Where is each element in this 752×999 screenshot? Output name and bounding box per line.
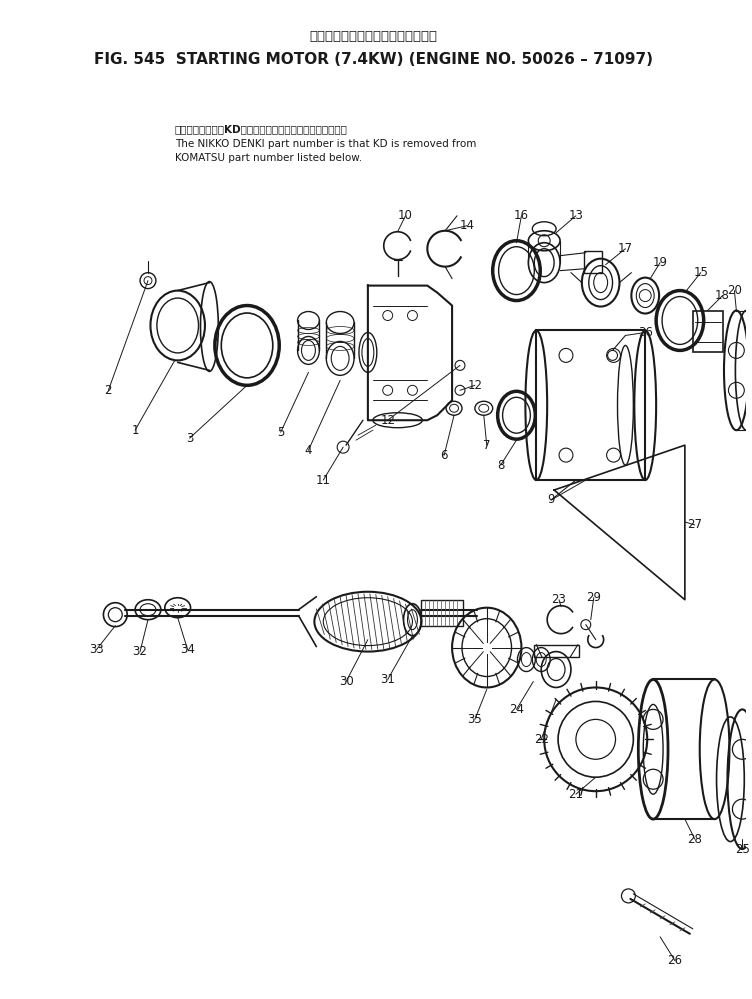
Text: 品番のメーカ記号KDを除いたものが日興電機の品番です。: 品番のメーカ記号KDを除いたものが日興電機の品番です。: [174, 124, 347, 134]
Text: 14: 14: [459, 219, 475, 232]
Text: 24: 24: [509, 703, 524, 716]
Text: 27: 27: [687, 518, 702, 531]
Text: 16: 16: [514, 210, 529, 223]
Circle shape: [607, 349, 620, 363]
Text: 6: 6: [441, 449, 448, 462]
Text: 20: 20: [727, 284, 741, 297]
Text: 21: 21: [569, 787, 584, 800]
Text: 12: 12: [467, 379, 482, 392]
Circle shape: [607, 449, 620, 463]
Text: 2: 2: [105, 384, 112, 397]
Text: 26: 26: [668, 954, 683, 967]
Text: 22: 22: [534, 733, 549, 746]
Bar: [536, 331, 645, 481]
Text: 10: 10: [398, 210, 413, 223]
Text: 29: 29: [587, 591, 602, 604]
Text: 36: 36: [638, 326, 653, 339]
Text: 5: 5: [277, 426, 284, 439]
Text: 23: 23: [552, 593, 566, 606]
Polygon shape: [368, 286, 452, 421]
Bar: [584, 251, 602, 273]
Bar: [421, 599, 463, 625]
Text: KOMATSU part number listed below.: KOMATSU part number listed below.: [174, 153, 362, 163]
Text: 12: 12: [381, 414, 396, 427]
Text: 25: 25: [735, 842, 750, 855]
Text: 34: 34: [180, 643, 195, 656]
Circle shape: [559, 449, 573, 463]
Bar: [535, 644, 579, 656]
Text: 31: 31: [381, 673, 395, 686]
Text: 19: 19: [653, 256, 668, 269]
Text: 17: 17: [618, 242, 633, 255]
Text: 4: 4: [305, 444, 312, 457]
Text: 33: 33: [89, 643, 104, 656]
Text: 13: 13: [569, 210, 584, 223]
Text: 15: 15: [693, 266, 708, 279]
Text: 28: 28: [687, 832, 702, 845]
Text: 8: 8: [497, 459, 505, 472]
Text: スターティングモータ　　適用号機: スターティングモータ 適用号機: [310, 30, 438, 43]
Text: 9: 9: [547, 494, 555, 506]
Text: 32: 32: [132, 645, 147, 658]
Text: The NIKKO DENKI part number is that KD is removed from: The NIKKO DENKI part number is that KD i…: [174, 139, 476, 149]
Text: 35: 35: [468, 713, 482, 726]
Text: 11: 11: [316, 474, 331, 487]
Text: 30: 30: [338, 675, 353, 688]
Text: 3: 3: [186, 432, 193, 445]
Text: 1: 1: [132, 424, 139, 437]
Circle shape: [559, 349, 573, 363]
Text: 18: 18: [715, 289, 730, 302]
Bar: [693, 311, 723, 353]
Text: 7: 7: [483, 439, 490, 452]
Text: FIG. 545  STARTING MOTOR (7.4KW) (ENGINE NO. 50026 – 71097): FIG. 545 STARTING MOTOR (7.4KW) (ENGINE …: [94, 52, 653, 67]
